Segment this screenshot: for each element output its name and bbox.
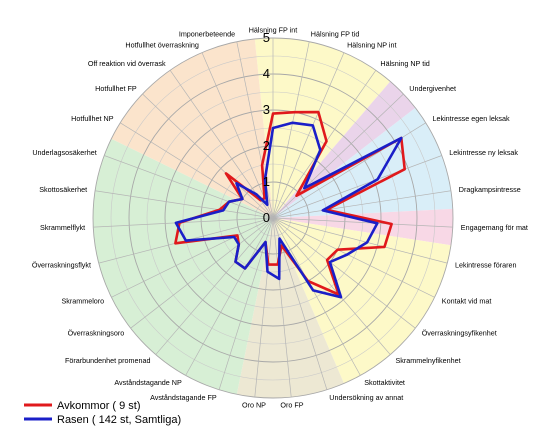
category-label-halsning-np-tid: Hälsning NP tid (380, 59, 429, 68)
category-label-halsning-fp-tid: Hälsning FP tid (311, 29, 360, 38)
category-label-halsning-np-int: Hälsning NP int (347, 41, 396, 50)
grid-spoke-21 (111, 217, 274, 298)
category-label-overraskningsflykt: Överraskningsflykt (32, 261, 91, 270)
background-sector-7 (111, 38, 274, 218)
tick-label-5: 5 (263, 30, 270, 45)
legend-label-rasen: Rasen ( 142 st, Samtliga) (57, 414, 181, 426)
category-label-hotfullhet-np: Hotfullhet NP (71, 114, 114, 123)
grid-spoke-6 (272, 155, 442, 219)
category-labels: Hälsning FP int Hälsning FP tid Hälsning N… (32, 26, 528, 410)
tick-label-3: 3 (263, 102, 270, 117)
background-sector-4 (273, 218, 451, 384)
grid-spoke-24 (95, 190, 274, 219)
grid-spoke-12 (272, 217, 391, 355)
category-label-undergivenhet: Undergivenhet (409, 84, 456, 93)
category-label-avstandstagande-np: Avståndstagande NP (114, 378, 182, 387)
series-lines (174, 110, 407, 299)
category-label-halsning-fp-int: Hälsning FP int (249, 26, 298, 35)
grid-spoke-1 (272, 41, 310, 219)
category-label-skottosakerhet: Skottosäkerhet (39, 185, 87, 194)
grid-spoke-8 (272, 217, 453, 228)
category-label-hotfullhet-fp: Hotfullhet FP (95, 84, 137, 93)
category-label-kontakt-vid-mat: Kontakt vid mat (442, 296, 492, 305)
grid-spoke-13 (272, 217, 361, 376)
category-label-lekintresse-foraren: Lekintresse föraren (455, 261, 517, 270)
grid-spoke-20 (130, 217, 274, 329)
grid-spoke-16 (254, 217, 274, 398)
background-sector-5 (236, 218, 344, 399)
legend-label-avkommor: Avkommor ( 9 st) (57, 400, 141, 412)
grid-spoke-10 (272, 217, 435, 298)
category-label-lekintresse-egen-leksak: Lekintresse egen leksak (433, 114, 511, 123)
grid-spoke-2 (272, 52, 345, 219)
background-sector-2 (273, 107, 453, 218)
legend: Avkommor ( 9 st) Rasen ( 142 st, Samtlig… (24, 400, 181, 426)
grid-spoke-15 (272, 217, 292, 398)
category-label-imponerbeteende: Imponerbeteende (179, 29, 235, 38)
grid-spoke-9 (272, 217, 448, 264)
series-line-rasen-142-st-samtliga (174, 121, 403, 299)
category-label-skrammelnyfikenhet: Skrammelnyfikenhet (396, 356, 461, 365)
grid-spoke-27 (142, 93, 274, 219)
category-label-skrammelflykt: Skrammelflykt (40, 223, 85, 232)
category-label-hotfullhet-overraskning: Hotfullhet överraskning (125, 41, 199, 50)
grid-spoke-17 (218, 217, 274, 390)
grid-spoke-25 (104, 155, 274, 219)
radar-grid (92, 37, 454, 399)
category-label-undersokning-av-annat: Undersökning av annat (329, 393, 403, 402)
category-label-oro-np: Oro NP (242, 401, 266, 410)
category-label-forarbundenhet-promenad: Förarbundenhet promenad (65, 356, 151, 365)
grid-spoke-26 (120, 122, 274, 219)
category-label-oro-fp: Oro FP (280, 401, 303, 410)
category-label-lekintresse-ny-leksak: Lekintresse ny leksak (449, 148, 518, 157)
grid-spoke-11 (272, 217, 416, 329)
category-label-underlagsosakerhet: Underlagsosäkerhet (32, 148, 96, 157)
category-label-off-reaktion-vid-overrask: Off reaktion vid överrask (88, 59, 166, 68)
category-label-overraskningsoro: Överraskningsoro (68, 329, 125, 338)
category-label-dragkampsintresse: Dragkampsintresse (459, 185, 521, 194)
tick-label-2: 2 (263, 138, 270, 153)
grid-spoke-19 (155, 217, 274, 355)
category-label-skrammeloro: Skrammeloro (61, 296, 104, 305)
grid-spoke-4 (272, 93, 404, 219)
tick-label-4: 4 (263, 66, 270, 81)
category-label-engagemang-for-mat: Engagemang för mat (461, 223, 528, 232)
category-label-overraskningsyfikenhet: Överraskningsyfikenhet (422, 329, 497, 338)
grid-spoke-18 (185, 217, 274, 376)
background-sector-3 (273, 208, 453, 246)
grid-spoke-7 (272, 190, 451, 219)
category-label-avstandstagande-fp: Avståndstagande FP (150, 393, 217, 402)
radial-tick-labels: 0 1 2 3 4 5 (263, 30, 270, 225)
category-label-skottaktivitet: Skottaktivitet (364, 378, 405, 387)
tick-label-0: 0 (263, 210, 270, 225)
tick-label-1: 1 (263, 174, 270, 189)
grid-spoke-29 (201, 52, 274, 219)
